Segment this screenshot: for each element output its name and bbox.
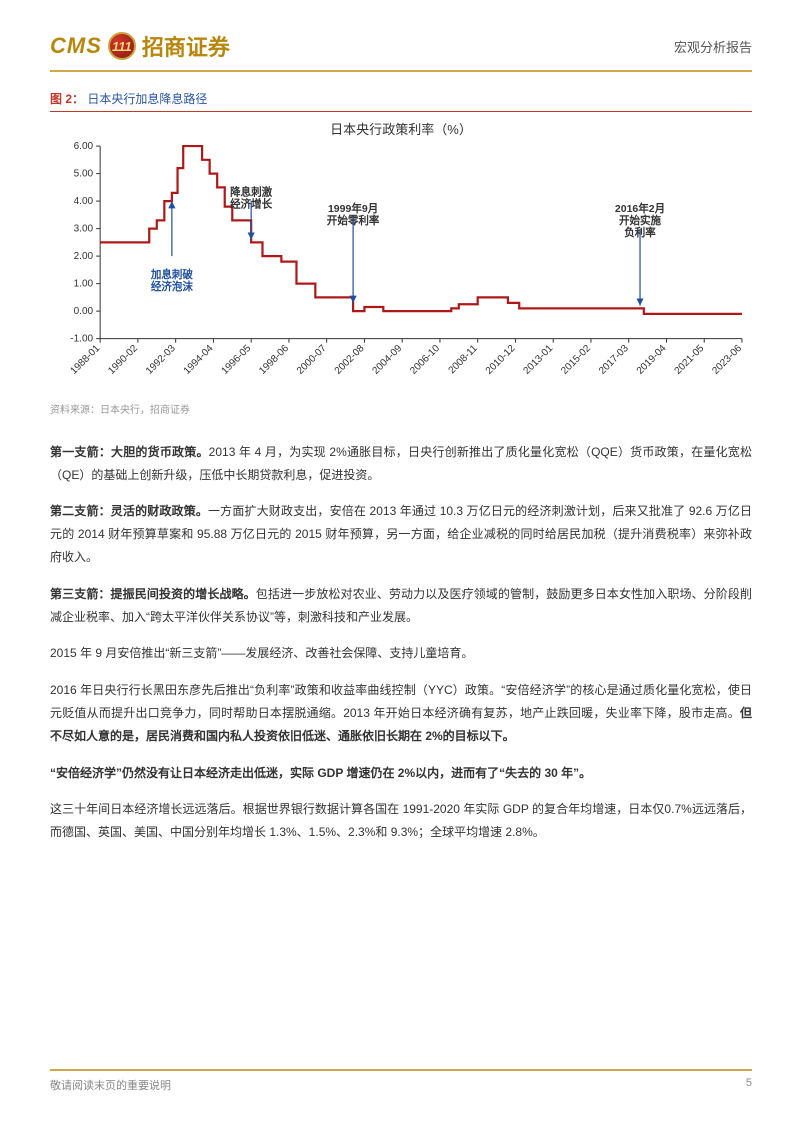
svg-text:2006-10: 2006-10	[408, 343, 442, 377]
logo-circle-icon: 111	[108, 32, 136, 60]
svg-text:1996-05: 1996-05	[220, 343, 254, 377]
paragraph-1: 第一支箭：大胆的货币政策。2013 年 4 月，为实现 2%通胀目标，日央行创新…	[50, 441, 752, 487]
svg-text:0.00: 0.00	[74, 306, 94, 317]
figure-prefix: 图 2：	[50, 92, 84, 106]
svg-text:2019-04: 2019-04	[635, 343, 669, 377]
chart-container: 日本央行政策利率（%） -1.00 0.00 1.00 2.00 3.00 4.00 5.00…	[50, 111, 752, 399]
paragraph-5: 2016 年日央行行长黑田东彦先后推出“负利率”政策和收益率曲线控制（YYC）政…	[50, 679, 752, 747]
svg-text:1990-02: 1990-02	[106, 343, 140, 377]
svg-text:4.00: 4.00	[74, 196, 94, 207]
page-header: CMS 111 招商证券 宏观分析报告	[50, 30, 752, 72]
svg-text:2004-09: 2004-09	[371, 343, 405, 377]
policy-rate-chart: 日本央行政策利率（%） -1.00 0.00 1.00 2.00 3.00 4.00 5.00…	[50, 118, 752, 399]
report-type: 宏观分析报告	[674, 37, 752, 56]
svg-text:1992-03: 1992-03	[144, 343, 178, 377]
brand-logo: CMS 111 招商证券	[50, 30, 230, 62]
p5-text-a: 2016 年日央行行长黑田东彦先后推出“负利率”政策和收益率曲线控制（YYC）政…	[50, 683, 752, 720]
svg-text:经济泡沫: 经济泡沫	[151, 280, 194, 293]
svg-text:1999年9月: 1999年9月	[328, 202, 378, 215]
svg-text:2023-06: 2023-06	[710, 343, 744, 377]
svg-text:2013-01: 2013-01	[522, 343, 556, 377]
paragraph-2: 第二支箭：灵活的财政政策。一方面扩大财政支出，安倍在 2013 年通过 10.3…	[50, 500, 752, 568]
svg-text:日本央行政策利率（%）: 日本央行政策利率（%）	[330, 122, 472, 137]
svg-text:6.00: 6.00	[74, 141, 94, 152]
p2-bold: 第二支箭：灵活的财政政策。	[50, 504, 208, 518]
svg-text:3.00: 3.00	[74, 224, 94, 235]
figure-caption: 图 2： 日本央行加息降息路径	[50, 90, 752, 107]
svg-text:1.00: 1.00	[74, 279, 94, 290]
svg-text:2008-11: 2008-11	[447, 343, 481, 377]
footer-disclaimer: 敬请阅读末页的重要说明	[50, 1077, 171, 1093]
p1-bold: 第一支箭：大胆的货币政策。	[50, 445, 209, 459]
p6-bold: “安倍经济学”仍然没有让日本经济走出低迷，实际 GDP 增速仍在 2%以内，进而…	[50, 766, 591, 780]
paragraph-4: 2015 年 9 月安倍推出“新三支箭”——发展经济、改善社会保障、支持儿童培育…	[50, 642, 752, 665]
svg-text:5.00: 5.00	[74, 169, 94, 180]
svg-text:2017-03: 2017-03	[597, 343, 631, 377]
svg-text:-1.00: -1.00	[70, 334, 93, 345]
logo-cn-text: 招商证券	[142, 30, 230, 62]
svg-text:降息刺激: 降息刺激	[230, 186, 273, 199]
svg-text:1994-04: 1994-04	[182, 343, 216, 377]
paragraph-6: “安倍经济学”仍然没有让日本经济走出低迷，实际 GDP 增速仍在 2%以内，进而…	[50, 762, 752, 785]
figure-source: 资料来源：日本央行，招商证券	[50, 401, 752, 416]
svg-text:2002-08: 2002-08	[333, 343, 367, 377]
logo-cms-text: CMS	[50, 33, 102, 59]
svg-text:2010-12: 2010-12	[484, 343, 518, 377]
page-number: 5	[746, 1077, 752, 1093]
figure-name: 日本央行加息降息路径	[87, 92, 207, 106]
page-footer: 敬请阅读末页的重要说明 5	[50, 1069, 752, 1093]
svg-text:2016年2月: 2016年2月	[615, 202, 665, 215]
svg-text:2015-02: 2015-02	[559, 343, 593, 377]
svg-text:2000-07: 2000-07	[295, 343, 329, 377]
paragraph-7: 这三十年间日本经济增长远远落后。根据世界银行数据计算各国在 1991-2020 …	[50, 798, 752, 844]
body-text: 第一支箭：大胆的货币政策。2013 年 4 月，为实现 2%通胀目标，日央行创新…	[50, 441, 752, 858]
paragraph-3: 第三支箭：提振民间投资的增长战略。包括进一步放松对农业、劳动力以及医疗领域的管制…	[50, 583, 752, 629]
svg-text:1988-01: 1988-01	[68, 343, 102, 377]
svg-text:2021-05: 2021-05	[673, 343, 707, 377]
svg-text:开始实施: 开始实施	[619, 214, 662, 227]
svg-text:加息刺破: 加息刺破	[150, 268, 194, 281]
svg-text:2.00: 2.00	[74, 251, 94, 262]
svg-text:1998-06: 1998-06	[257, 343, 291, 377]
p3-bold: 第三支箭：提振民间投资的增长战略。	[50, 587, 256, 601]
